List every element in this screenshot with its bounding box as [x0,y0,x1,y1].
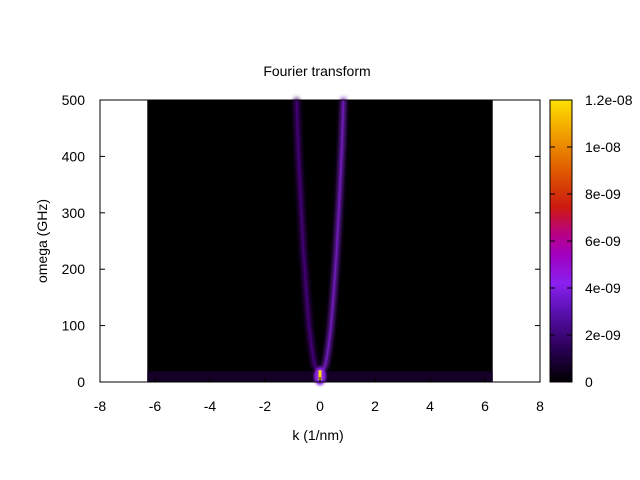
colorbar-tick-label: 0 [585,374,593,390]
y-tick-label: 200 [62,261,86,277]
peak-mark [318,370,322,381]
y-axis-ticks: 0 100 200 300 400 500 [62,92,540,390]
dispersion-branch-core [295,99,321,374]
chart-title: Fourier transform [263,63,370,79]
x-tick-label: -6 [149,398,162,414]
colorbar-tick-label: 4e-09 [585,280,621,296]
y-axis-label: omega (GHz) [34,199,50,283]
colorbar-ticks: 0 2e-09 4e-09 6e-09 8e-09 1e-08 1.2e-08 [550,92,633,390]
y-tick-label: 500 [62,92,86,108]
x-tick-label: -4 [204,398,217,414]
colorbar-tick-label: 1e-08 [585,139,621,155]
y-tick-label: 300 [62,205,86,221]
x-tick-label: 4 [426,398,434,414]
colorbar-tick-label: 8e-09 [585,186,621,202]
heatmap-features [147,97,493,386]
x-tick-label: 6 [481,398,489,414]
dispersion-branch-core [319,99,345,374]
colorbar-tick-label: 2e-09 [585,327,621,343]
colorbar-tick-label: 6e-09 [585,233,621,249]
x-axis-label: k (1/nm) [292,427,343,443]
x-tick-label: -2 [259,398,272,414]
x-tick-label: -8 [94,398,107,414]
y-tick-label: 100 [62,318,86,334]
x-axis-ticks: -8 -6 -4 -2 0 2 4 6 8 [94,100,544,414]
y-tick-label: 400 [62,148,86,164]
x-tick-label: 8 [536,398,544,414]
heatmap-data-region [147,100,493,382]
plot-area [99,97,541,386]
x-tick-label: 0 [316,398,324,414]
y-tick-label: 0 [77,374,85,390]
colorbar-tick-label: 1.2e-08 [585,92,633,108]
colorbar: 0 2e-09 4e-09 6e-09 8e-09 1e-08 1.2e-08 [549,92,633,390]
x-tick-label: 2 [371,398,379,414]
